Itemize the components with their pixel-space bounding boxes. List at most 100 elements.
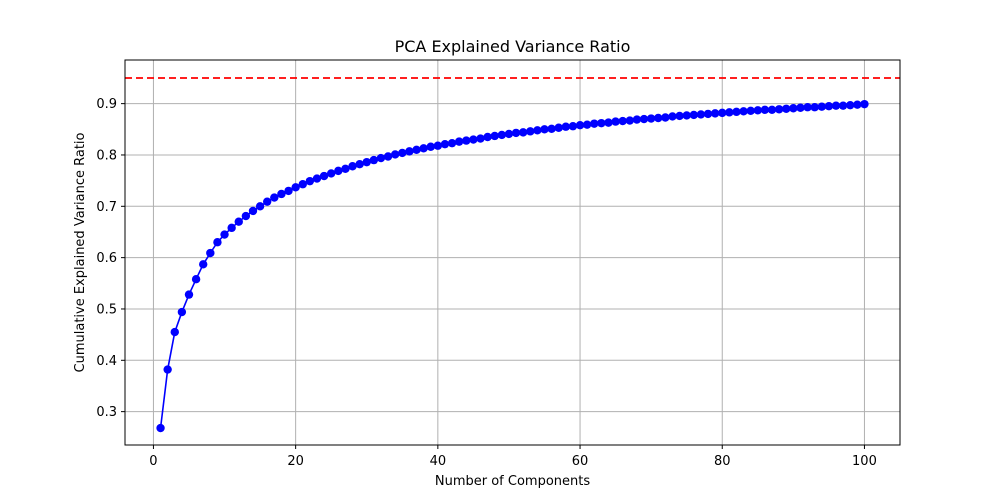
data-point [383,152,393,161]
data-point [746,106,755,116]
data-point [291,183,300,192]
data-point [760,105,770,114]
data-point [753,106,762,115]
data-point [831,101,841,110]
y-tick-label: 0.9 [96,97,117,112]
data-point [533,126,542,135]
data-point [341,164,350,174]
data-point [696,110,706,119]
data-point [604,118,613,127]
data-point [582,120,592,129]
data-point [682,111,691,120]
data-point [191,274,201,284]
data-point [668,112,677,121]
data-point [661,113,670,122]
ticks-layer: 0 20 40 60 80 100 0.3 0.4 0.5 0.6 0.7 0.8 0.9 [96,97,877,469]
data-point [568,122,578,131]
x-tick-label: 60 [572,454,589,469]
data-point [518,128,528,137]
data-point [348,162,357,171]
y-axis-label: Cumulative Explained Variance Ratio [73,132,88,372]
data-point [497,130,507,140]
data-point [447,138,457,148]
data-point [710,109,720,118]
data-point [469,135,478,144]
data-point [860,99,869,109]
data-point [234,217,243,226]
data-point [433,141,443,150]
data-point [376,153,386,163]
data-point [575,120,585,130]
data-point [597,118,606,128]
data-point [220,230,229,239]
data-point [739,107,748,116]
x-axis-label: Number of Components [435,474,590,489]
data-point [767,105,777,114]
data-point [362,157,371,167]
y-tick-label: 0.7 [96,200,117,215]
x-tick-label: 100 [852,454,877,469]
data-point [419,144,428,153]
data-point [326,169,336,178]
data-point [646,114,656,123]
data-point [838,101,848,110]
data-point [462,136,471,145]
data-point [263,197,272,206]
data-point [369,155,379,165]
data-point [789,104,798,113]
data-point [803,103,812,112]
data-point [483,132,492,142]
data-point [170,327,179,337]
data-point [270,193,279,202]
data-point [554,123,563,132]
data-point [703,109,713,119]
data-point [241,211,251,221]
data-point [390,150,400,159]
data-point [163,365,172,374]
data-point [490,131,499,141]
data-point [618,116,627,126]
data-point [156,423,165,433]
data-point [284,186,293,196]
grid-layer [125,60,900,445]
data-point [213,238,222,247]
data-point [476,134,485,143]
chart-title: PCA Explained Variance Ratio [395,37,631,56]
data-point [312,174,322,183]
data-point [526,127,535,136]
data-point [398,148,407,158]
data-point [305,176,315,186]
data-point [732,107,741,117]
data-point [255,202,265,211]
data-point [319,171,329,181]
data-point [853,100,862,109]
x-tick-label: 40 [430,454,447,469]
series-layer [156,99,869,433]
data-point [725,108,734,117]
x-tick-label: 80 [714,454,731,469]
data-point [184,290,194,299]
y-tick-label: 0.6 [96,251,117,266]
data-point [632,115,642,124]
data-point [206,248,215,258]
data-point [824,102,834,111]
data-point [561,122,571,131]
data-point [454,137,464,146]
series-line [159,103,865,429]
data-point [817,102,826,111]
data-point [504,129,514,139]
data-point [796,103,805,112]
data-point [590,119,599,128]
data-point [611,117,620,126]
data-point [412,145,421,155]
data-point [540,125,549,134]
data-point [248,206,258,216]
data-point [810,103,819,112]
y-tick-label: 0.5 [96,302,117,317]
y-tick-label: 0.4 [96,354,117,369]
data-point [846,100,855,110]
data-point [440,139,450,149]
x-tick-label: 20 [287,454,304,469]
